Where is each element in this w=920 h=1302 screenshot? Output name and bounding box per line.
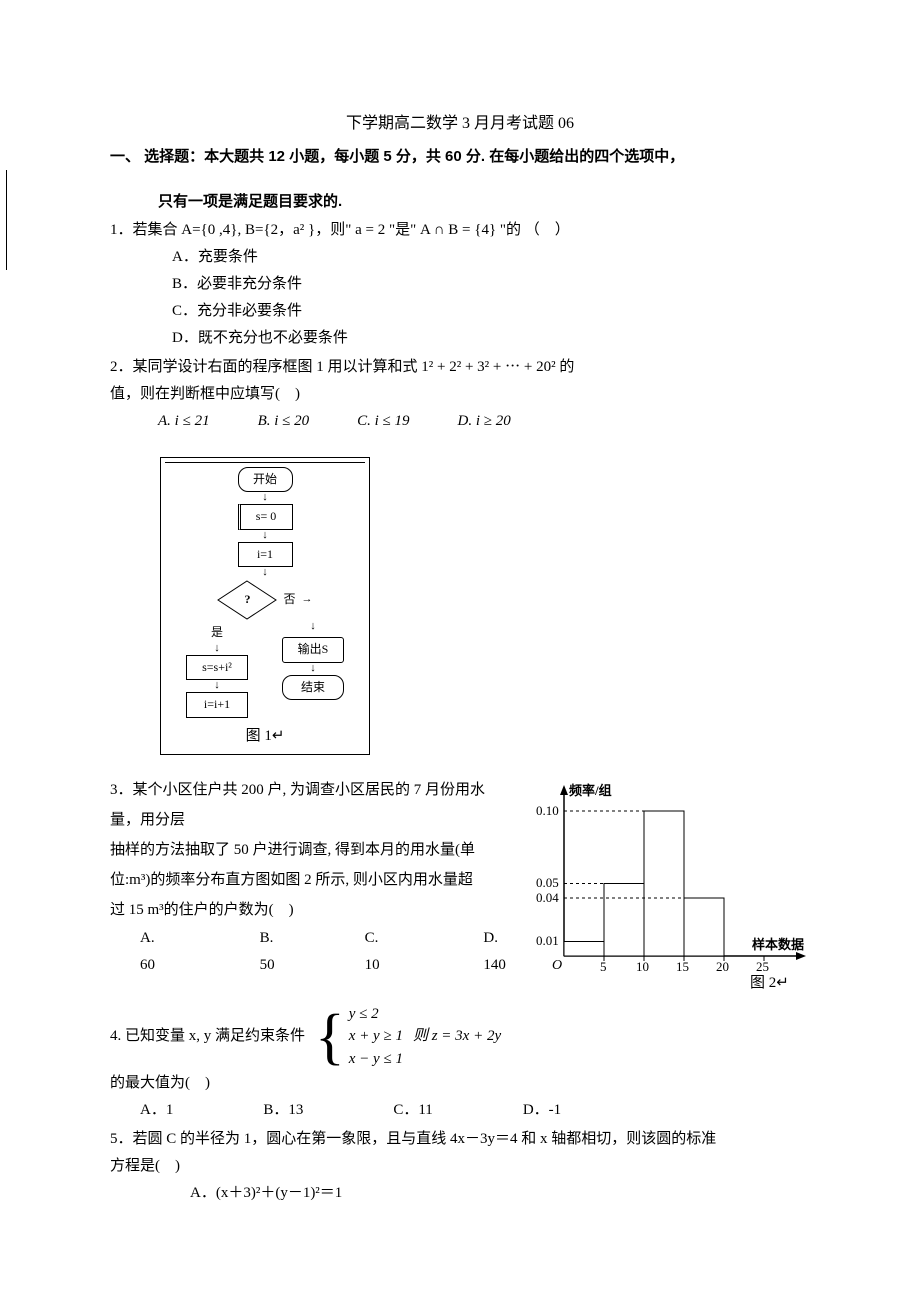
q1-stem: 1．若集合 A={0 ,4}, B={2，a² }，则" a = 2 "是" A…	[110, 217, 810, 244]
q4-post: 则 z = 3x + 2y	[413, 1023, 501, 1050]
q1-opt-a: A．充要条件	[110, 244, 810, 271]
histogram-figure: 0.10 0.05 0.04 0.01 频率/组 O 5 10 15 20 25…	[514, 781, 814, 1001]
xtick-15: 15	[676, 959, 689, 974]
q3-line-3: 抽样的方法抽取了 50 户进行调查, 得到本月的用水量(单	[110, 835, 506, 865]
q3-line-4: 位:m³)的频率分布直方图如图 2 所示, 则小区内用水量超	[110, 865, 506, 895]
hist-caption: 图 2↵	[750, 974, 789, 991]
left-brace-icon: {	[315, 1006, 345, 1068]
q5-line-2: 方程是( )	[110, 1153, 810, 1180]
q4-c2: x + y ≥ 1	[349, 1025, 403, 1048]
flowchart-figure: 开始 ↓ s= 0 ↓ i=1 ↓ ? 否 → 是 ↓ s=s+i² ↓ i=i…	[160, 457, 370, 755]
fc-question: ?	[217, 580, 277, 620]
q2-opt-d: D. i ≥ 20	[458, 408, 511, 435]
ytick-0.10: 0.10	[536, 803, 559, 818]
ytick-0.04: 0.04	[536, 890, 559, 905]
fc-caption: 图 1↵	[165, 723, 365, 750]
arrow-down-icon: ↓	[165, 568, 365, 578]
arrow-down-icon: ↓	[165, 493, 365, 503]
q3-options: A. 60 B. 50 C. 10 D. 140	[110, 925, 506, 979]
q4-constraints: { y ≤ 2 x + y ≥ 1 x − y ≤ 1	[315, 1003, 403, 1071]
q2-options: A. i ≤ 21 B. i ≤ 20 C. i ≤ 19 D. i ≥ 20	[110, 408, 810, 435]
q4-opt-c: C．11	[393, 1097, 432, 1124]
q2-stem-1: 2．某同学设计右面的程序框图 1 用以计算和式 1² + 2² + 3² + ⋯…	[110, 354, 810, 381]
q3-opt-a: A. 60	[140, 925, 170, 979]
q1-opt-b: B．必要非充分条件	[110, 271, 810, 298]
q4-line-2: 的最大值为( )	[110, 1070, 810, 1097]
hist-ylabel: 频率/组	[569, 783, 612, 798]
q1-opt-c: C．充分非必要条件	[110, 298, 810, 325]
q3-line-2: 量，用分层	[110, 805, 506, 835]
fc-yes-label: 是	[211, 622, 223, 644]
hist-xlabel: 样本数据	[752, 937, 804, 952]
fc-no-label: 否	[283, 589, 295, 611]
q4-opt-d: D．-1	[523, 1097, 561, 1124]
arrow-down-icon: ↓	[310, 622, 316, 636]
section-subheader: 只有一项是满足题目要求的.	[110, 188, 810, 215]
arrow-down-icon: ↓	[214, 644, 220, 654]
arrow-down-icon: ↓	[165, 531, 365, 541]
ytick-0.05: 0.05	[536, 875, 559, 890]
q2-stem-2: 值，则在判断框中应填写( )	[110, 381, 810, 408]
fc-s-update: s=s+i²	[186, 655, 248, 681]
xtick-25: 25	[756, 959, 769, 974]
q5-opt-a: A．(x＋3)²＋(y－1)²＝1	[110, 1180, 810, 1207]
q3-line-5: 过 15 m³的住户的户数为( )	[110, 895, 506, 925]
fc-i1: i=1	[238, 542, 293, 568]
hist-origin: O	[552, 958, 562, 973]
fc-output: 输出S	[282, 637, 344, 663]
arrow-right-icon: →	[302, 590, 313, 610]
q4-opt-a: A．1	[140, 1097, 173, 1124]
q4-opt-b: B．13	[263, 1097, 303, 1124]
fc-start: 开始	[238, 467, 293, 493]
xtick-10: 10	[636, 959, 649, 974]
section-header: 一、 选择题：本大题共 12 小题，每小题 5 分，共 60 分. 在每小题给出…	[110, 143, 810, 170]
q3-opt-b: B. 50	[260, 925, 275, 979]
arrow-down-icon: ↓	[214, 681, 220, 691]
q2-opt-a: A. i ≤ 21	[158, 408, 210, 435]
q4-options: A．1 B．13 C．11 D．-1	[110, 1097, 810, 1124]
fc-end: 结束	[282, 675, 344, 701]
q5-line-1: 5．若圆 C 的半径为 1，圆心在第一象限，且与直线 4x－3y＝4 和 x 轴…	[110, 1126, 810, 1153]
q4-c3: x − y ≤ 1	[349, 1048, 403, 1071]
fc-i-inc: i=i+1	[186, 692, 248, 718]
q1-opt-d: D．既不充分也不必要条件	[110, 325, 810, 352]
page-title: 下学期高二数学 3 月月考试题 06	[110, 110, 810, 139]
q3-opt-c: C. 10	[365, 925, 394, 979]
xtick-5: 5	[600, 959, 607, 974]
q3-line-1: 3．某个小区住户共 200 户, 为调查小区居民的 7 月份用水	[110, 775, 506, 805]
q2-opt-b: B. i ≤ 20	[258, 408, 310, 435]
fc-s0: s= 0	[238, 504, 293, 530]
arrow-down-icon: ↓	[310, 664, 316, 674]
q2-opt-c: C. i ≤ 19	[357, 408, 409, 435]
q4-c1: y ≤ 2	[349, 1003, 403, 1026]
q3-opt-d: D. 140	[483, 925, 506, 979]
fc-decision: ?	[217, 580, 277, 620]
ytick-0.01: 0.01	[536, 933, 559, 948]
q4-pre: 4. 已知变量 x, y 满足约束条件	[110, 1023, 305, 1050]
xtick-20: 20	[716, 959, 729, 974]
